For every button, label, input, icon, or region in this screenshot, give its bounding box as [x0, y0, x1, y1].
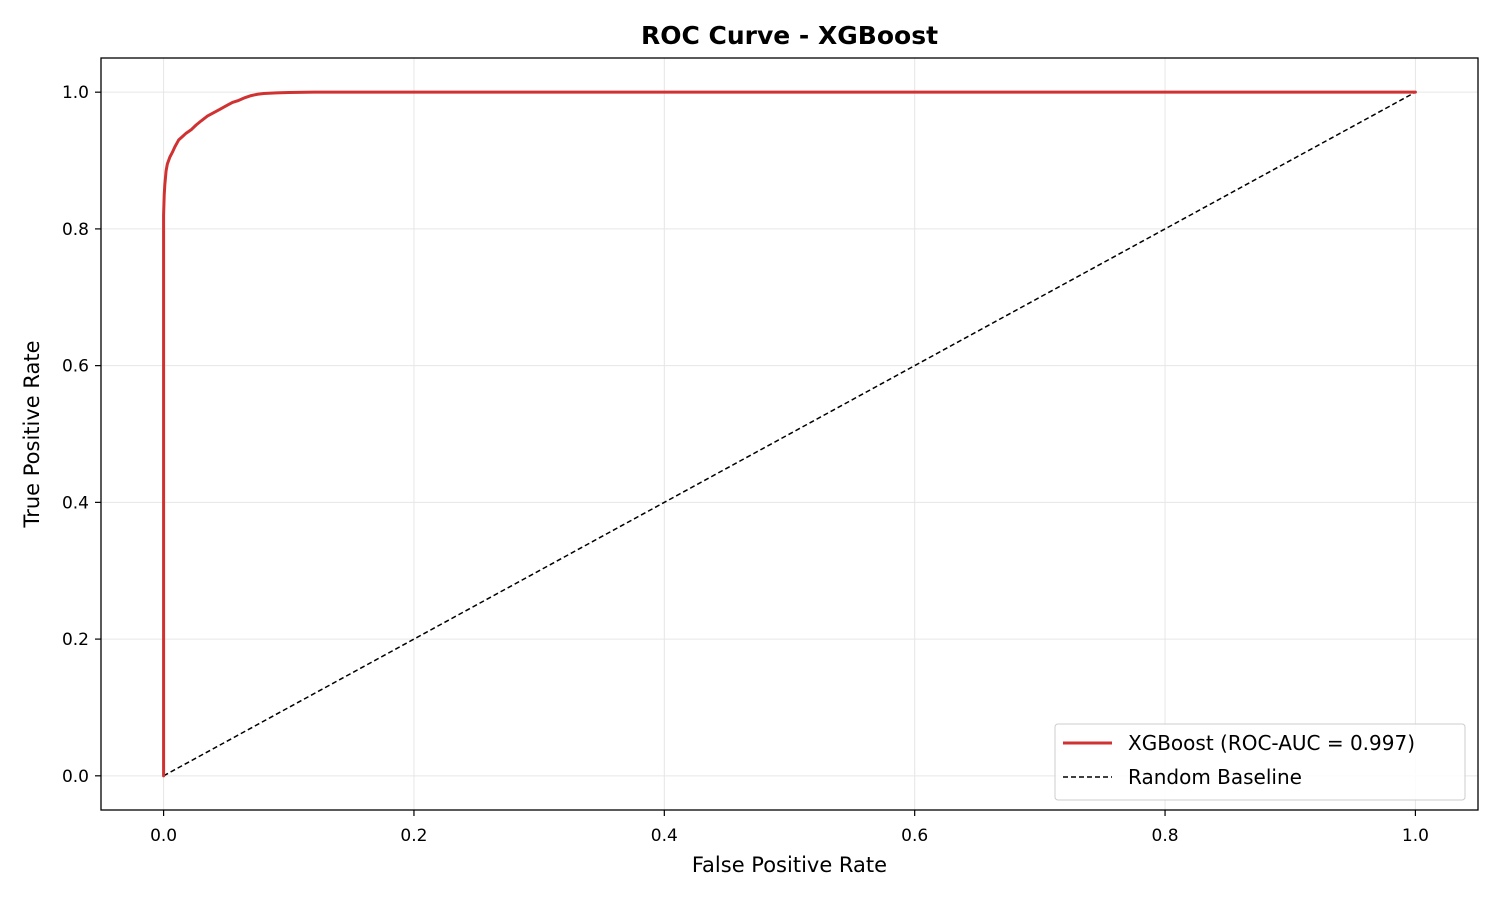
legend-label-random-baseline: Random Baseline [1128, 765, 1302, 789]
plot-frame [100, 57, 1479, 811]
x-axis-label: False Positive Rate [692, 853, 887, 877]
series-line-xgboost [162, 90, 1417, 778]
x-tick-label: 0.2 [400, 826, 427, 846]
y-tick-label: 0.2 [62, 630, 89, 650]
ticks: 0.0 0.2 0.4 0.6 0.8 1.0 0.0 0.2 0.4 0.6 0.8 1.0 [62, 83, 1429, 846]
series-layer [162, 90, 1417, 778]
y-tick-label: 0.4 [62, 493, 89, 513]
legend: XGBoost (ROC-AUC = 0.997) Random Baselin… [1054, 723, 1466, 801]
x-tick-label: 0.6 [901, 826, 928, 846]
y-tick-label: 1.0 [62, 83, 89, 103]
series-line-random-baseline [163, 91, 1416, 777]
legend-box [1054, 723, 1466, 801]
x-tick-label: 1.0 [1402, 826, 1429, 846]
x-tick-label: 0.8 [1152, 826, 1179, 846]
x-tick-label: 0.0 [150, 826, 177, 846]
x-tick-label: 0.4 [651, 826, 678, 846]
legend-label-xgboost: XGBoost (ROC-AUC = 0.997) [1128, 731, 1415, 755]
y-tick-label: 0.8 [62, 220, 89, 240]
y-axis-label: True Positive Rate [20, 340, 44, 528]
y-tick-label: 0.6 [62, 357, 89, 377]
y-tick-label: 0.0 [62, 767, 89, 787]
chart-title: ROC Curve - XGBoost [641, 21, 938, 50]
